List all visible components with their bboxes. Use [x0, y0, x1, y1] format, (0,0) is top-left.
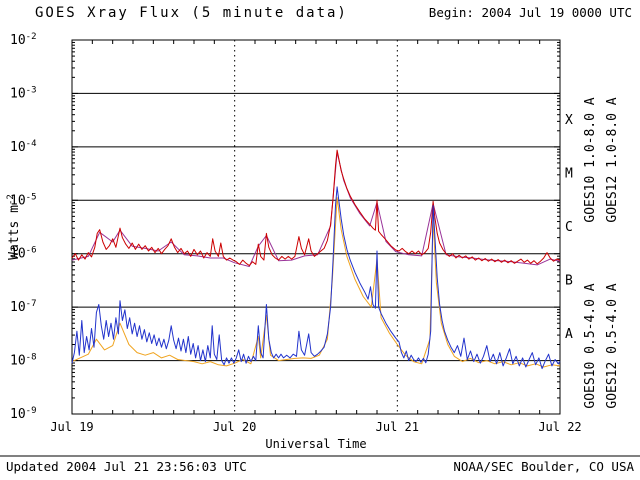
legend-label-goes12-0-5-4-0-a: GOES12 0.5-4.0 A: [605, 283, 620, 408]
flare-class-m: M: [565, 167, 573, 182]
updated-timestamp: Updated 2004 Jul 21 23:56:03 UTC: [6, 459, 247, 474]
series-line-goes10-0-5-4-0-a: [71, 197, 561, 368]
x-tick-label: Jul 22: [538, 420, 581, 434]
source-credit: NOAA/SEC Boulder, CO USA: [453, 459, 634, 474]
y-tick-label: 10-7: [10, 299, 37, 315]
data-series: [71, 149, 561, 370]
series-line-goes12-1-0-8-0-a: [71, 149, 561, 266]
x-tick-labels: Jul 19 Jul 20 Jul 21 Jul 22: [50, 420, 581, 434]
flare-class-labels: X M C B A: [565, 113, 573, 342]
y-tick-label: 10-5: [10, 192, 37, 208]
flare-class-b: B: [565, 273, 573, 288]
y-axis-title: Watts m-2: [6, 194, 22, 260]
legend-label-goes10-0-5-4-0-a: GOES10 0.5-4.0 A: [583, 283, 598, 408]
series-line-goes12-0-5-4-0-a: [71, 186, 561, 370]
x-axis-title: Universal Time: [265, 437, 366, 451]
y-tick-label: 10-3: [10, 85, 37, 101]
flare-class-a: A: [565, 327, 573, 342]
legend-label-goes10-1-0-8-0-a: GOES10 1.0-8.0 A: [583, 97, 598, 222]
axis-ticks: [72, 40, 560, 415]
chart-title: GOES Xray Flux (5 minute data): [35, 5, 348, 21]
x-tick-label: Jul 20: [213, 420, 256, 434]
y-tick-label: 10-8: [10, 353, 37, 369]
legend-label-goes12-1-0-8-0-a: GOES12 1.0-8.0 A: [605, 97, 620, 222]
y-tick-label: 10-2: [10, 32, 37, 48]
y-tick-labels: 10-2 10-3 10-4 10-5 10-6 10-7 10-8 10-9: [10, 32, 37, 422]
flare-class-x: X: [565, 113, 573, 128]
x-tick-label: Jul 19: [50, 420, 93, 434]
y-tick-label: 10-9: [10, 406, 37, 422]
y-tick-label: 10-4: [10, 139, 37, 155]
x-tick-label: Jul 21: [376, 420, 419, 434]
y-tick-label: 10-6: [10, 246, 37, 262]
series-legend: GOES10 1.0-8.0 A GOES12 1.0-8.0 A GOES10 0…: [583, 97, 620, 408]
begin-timestamp: Begin: 2004 Jul 19 0000 UTC: [429, 5, 632, 20]
flare-class-c: C: [565, 220, 573, 235]
